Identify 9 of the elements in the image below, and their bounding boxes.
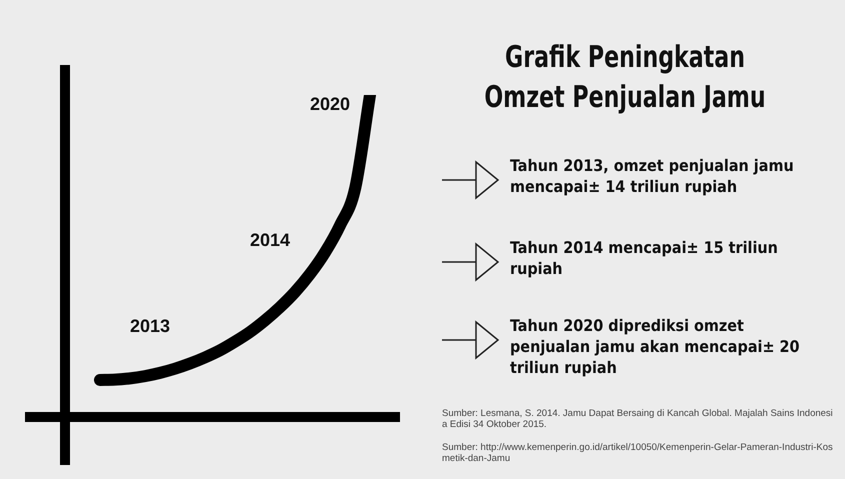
text: Tahun 2013, omzet penjualan jamu mencapai± 14 triliun rupiah bbox=[510, 155, 795, 197]
text: Grafik Peningkatan Omzet Penjualan Jamu bbox=[483, 39, 767, 117]
annotation: 2014 bbox=[250, 230, 290, 250]
text: Sumber: Lesmana, S. 2014. Jamu Dapat Bersaing di Kancah Global. Majalah Sains Indonesia Edisi 34 Oktober 2015. bbox=[442, 408, 834, 430]
annotation: 2020 bbox=[310, 94, 350, 114]
text: Sumber: http://www.kemenperin.go.id/artikel/10050/Kemenperin-Gelar-Pameran-Industri-Kosmetik-dan-Jamu bbox=[442, 442, 834, 464]
text: Tahun 2014 mencapai± 15 triliun rupiah bbox=[510, 237, 779, 279]
text: Tahun 2020 diprediksi omzet penjualan jamu akan mencapai± 20 triliun rupiah bbox=[510, 315, 801, 378]
annotation: 2013 bbox=[130, 316, 170, 336]
